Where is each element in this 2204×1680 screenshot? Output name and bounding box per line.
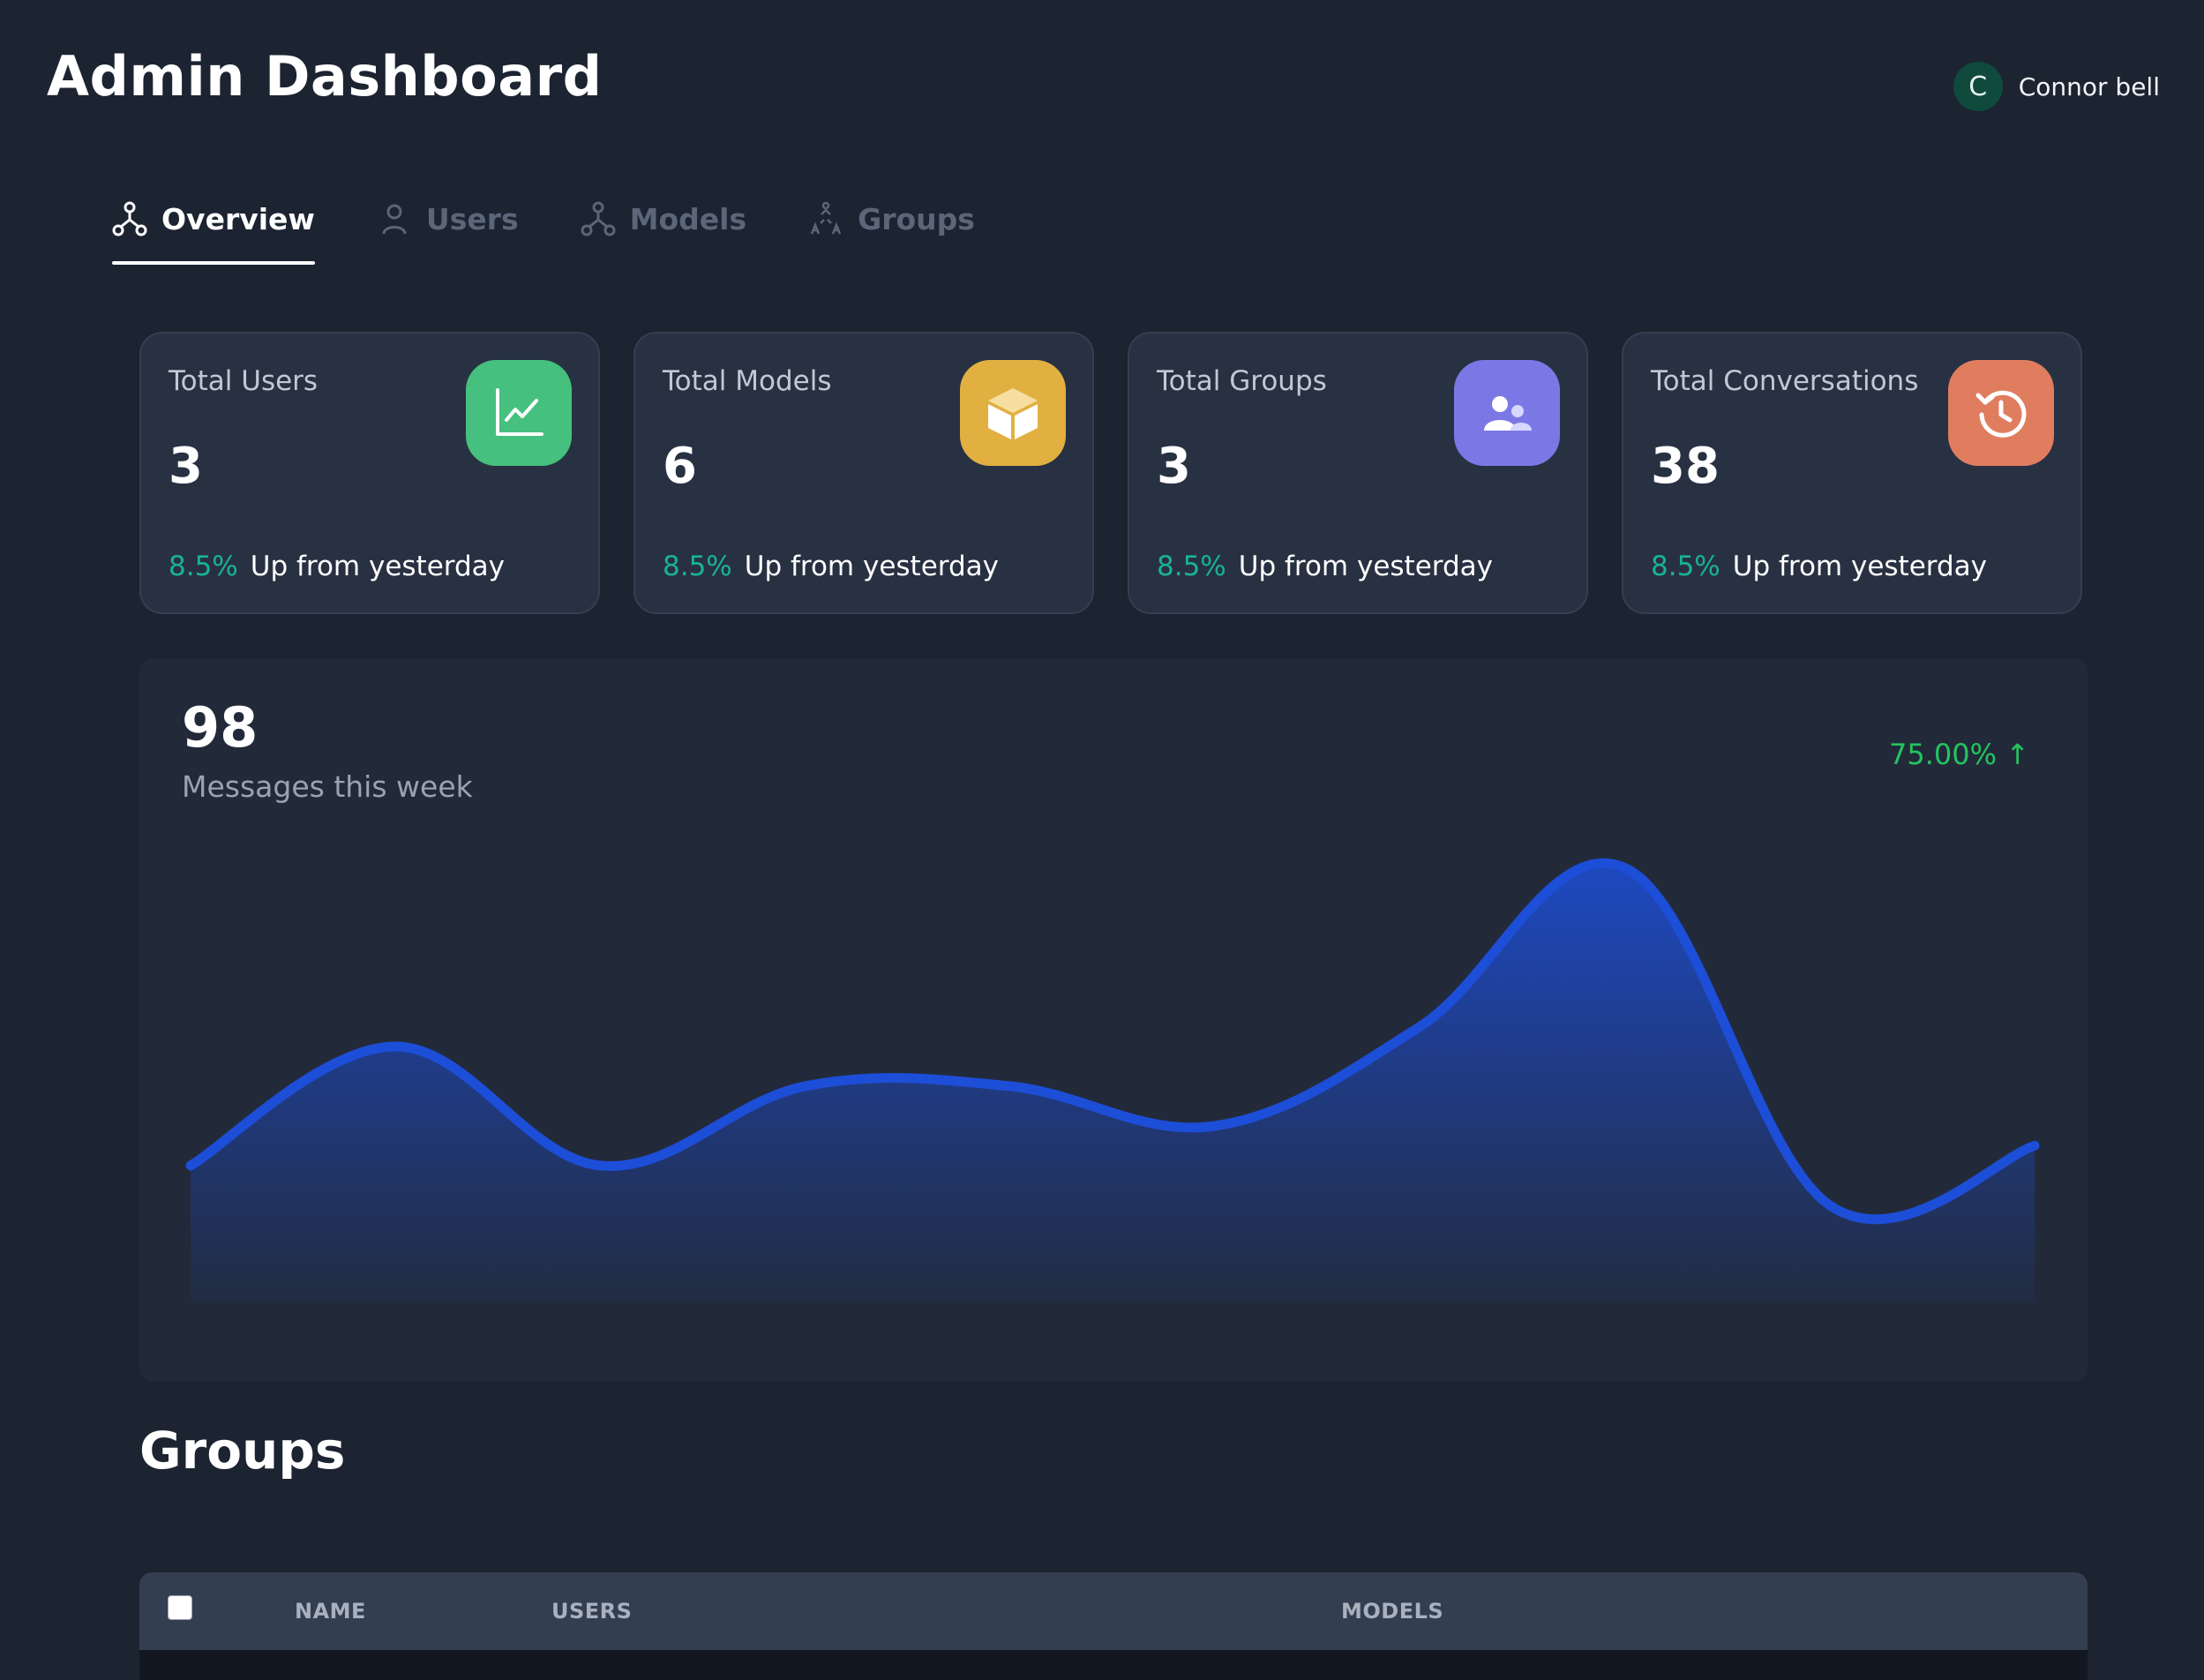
groups-icon xyxy=(810,201,842,235)
user-menu[interactable]: C Connor bell xyxy=(1953,62,2160,111)
stat-trend-text: Up from yesterday xyxy=(250,551,505,582)
stat-trend-pct: 8.5% xyxy=(1157,551,1226,582)
messages-caption: Messages this week xyxy=(182,769,473,804)
stat-card-models: Total Models 6 8.5% Up from yesterday xyxy=(633,332,1094,614)
column-header-name[interactable]: NAME xyxy=(295,1599,366,1624)
groups-table-body xyxy=(139,1650,2088,1680)
stat-trend: 8.5% Up from yesterday xyxy=(1157,551,1493,582)
user-icon xyxy=(382,204,407,235)
stat-value: 6 xyxy=(663,438,697,495)
user-name[interactable]: Connor bell xyxy=(2018,71,2160,101)
line-chart-icon xyxy=(466,360,572,466)
tab-groups-label: Groups xyxy=(858,201,975,236)
stat-label: Total Groups xyxy=(1157,365,1327,397)
cube-icon xyxy=(960,360,1066,466)
stat-trend-pct: 8.5% xyxy=(1651,551,1720,582)
stat-trend: 8.5% Up from yesterday xyxy=(169,551,505,582)
stat-card-conversations: Total Conversations 38 8.5% Up from yeste… xyxy=(1622,332,2082,614)
stat-trend-pct: 8.5% xyxy=(663,551,732,582)
people-icon xyxy=(1454,360,1560,466)
avatar[interactable]: C xyxy=(1953,62,2003,111)
messages-change: 75.00% ↑ xyxy=(1889,738,2029,771)
stat-label: Total Models xyxy=(663,365,832,397)
tab-groups[interactable]: Groups xyxy=(808,185,975,252)
stat-label: Total Conversations xyxy=(1651,365,1919,397)
stat-trend: 8.5% Up from yesterday xyxy=(1651,551,1987,582)
groups-table-header: NAME USERS MODELS xyxy=(139,1572,2088,1650)
models-nodes-icon xyxy=(581,201,616,236)
messages-chart-panel: 98 Messages this week 75.00% ↑ xyxy=(139,658,2088,1382)
overview-nodes-icon xyxy=(112,201,147,236)
stat-card-groups: Total Groups 3 8.5% Up from yesterday xyxy=(1128,332,1588,614)
page-title: Admin Dashboard xyxy=(47,44,603,109)
stat-value: 3 xyxy=(1157,438,1191,495)
tab-users[interactable]: Users xyxy=(377,185,519,252)
stat-card-users: Total Users 3 8.5% Up from yesterday xyxy=(139,332,600,614)
tab-users-label: Users xyxy=(425,201,519,236)
stat-trend: 8.5% Up from yesterday xyxy=(663,551,999,582)
stat-trend-pct: 8.5% xyxy=(169,551,238,582)
column-header-models[interactable]: MODELS xyxy=(1341,1599,1444,1624)
tab-overview[interactable]: Overview xyxy=(112,185,315,265)
messages-area-chart xyxy=(185,858,2040,1302)
messages-total: 98 xyxy=(182,695,259,760)
tab-bar: Overview Users Models Groups xyxy=(112,185,975,265)
select-all-checkbox[interactable] xyxy=(168,1595,192,1620)
tab-overview-label: Overview xyxy=(161,201,315,236)
tab-models[interactable]: Models xyxy=(581,185,746,252)
stat-value: 3 xyxy=(169,438,203,495)
groups-section-title: Groups xyxy=(139,1421,346,1481)
tab-models-label: Models xyxy=(629,201,747,236)
stat-trend-text: Up from yesterday xyxy=(1732,551,1987,582)
stat-label: Total Users xyxy=(169,365,319,397)
chart-series-line xyxy=(185,858,2040,1225)
stat-trend-text: Up from yesterday xyxy=(744,551,999,582)
chart-area-fill xyxy=(191,863,2035,1302)
stat-trend-text: Up from yesterday xyxy=(1238,551,1493,582)
column-header-users[interactable]: USERS xyxy=(551,1599,633,1624)
history-icon xyxy=(1948,360,2054,466)
stat-value: 38 xyxy=(1651,438,1720,495)
stats-cards: Total Users 3 8.5% Up from yesterday Tota… xyxy=(139,332,2082,614)
